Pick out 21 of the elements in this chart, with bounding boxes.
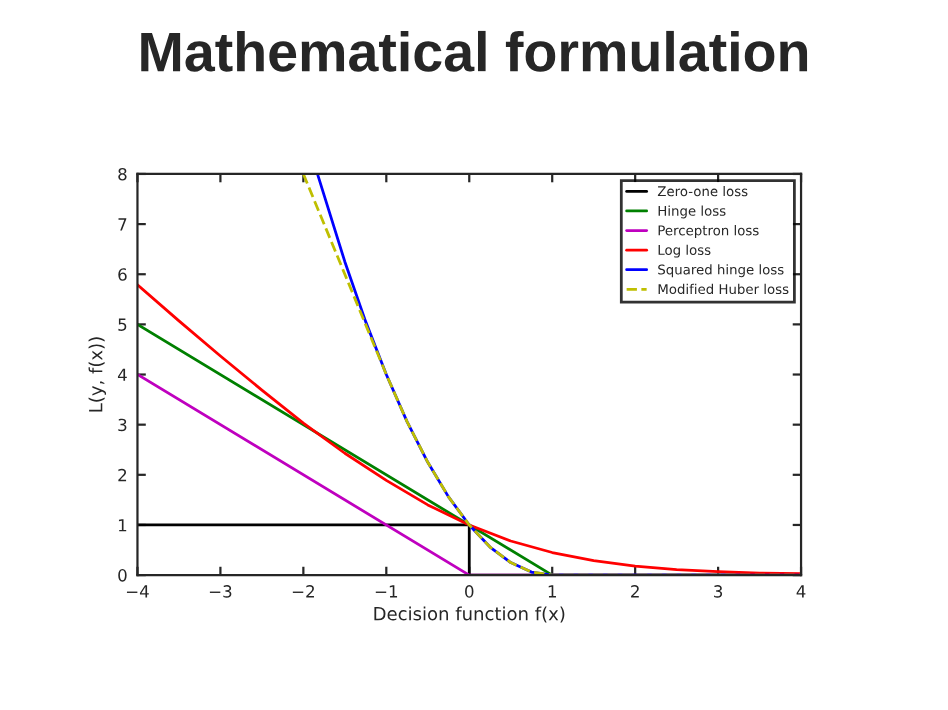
y-tick-label: 7	[118, 218, 127, 231]
x-tick-label: 4	[796, 585, 806, 598]
y-tick-label: 2	[118, 468, 127, 482]
y-tick-label: 1	[118, 519, 127, 532]
y-tick-label: 4	[117, 368, 127, 381]
y-tick-label: 3	[118, 418, 127, 432]
x-tick-label: −1	[375, 585, 398, 598]
y-tick-label: 0	[118, 569, 127, 582]
x-tick-label: −3	[209, 585, 232, 598]
y-tick-label: 8	[118, 167, 127, 181]
x-tick-label: 0	[465, 585, 474, 598]
x-tick-label: −2	[292, 585, 314, 598]
y-axis-title: L(y, f(x))	[88, 337, 107, 412]
x-axis-title: Decision function f(x)	[374, 606, 565, 623]
x-tick-label: 1	[548, 585, 556, 598]
x-tick-label: 2	[631, 585, 639, 598]
y-tick-label: 6	[118, 268, 127, 281]
x-tick-label: 3	[714, 585, 723, 598]
x-tick-label: −4	[126, 585, 149, 598]
chart-title: Mathematical formulation	[141, 30, 808, 72]
y-tick-label: 5	[118, 318, 127, 331]
